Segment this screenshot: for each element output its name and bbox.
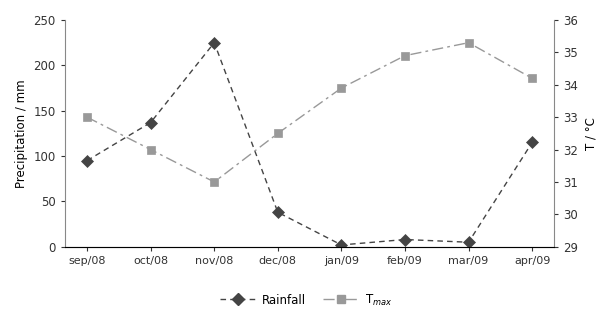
Rainfall bbox=[465, 240, 472, 244]
T$_{max}$ bbox=[274, 132, 282, 135]
T$_{max}$ bbox=[338, 86, 345, 90]
T$_{max}$ bbox=[529, 76, 536, 80]
T$_{max}$ bbox=[147, 148, 154, 151]
T$_{max}$ bbox=[401, 54, 409, 57]
T$_{max}$ bbox=[211, 180, 218, 184]
Rainfall bbox=[338, 243, 345, 247]
T$_{max}$ bbox=[465, 41, 472, 45]
Rainfall bbox=[211, 41, 218, 45]
Y-axis label: Precipitation / mm: Precipitation / mm bbox=[15, 79, 28, 188]
Rainfall bbox=[529, 141, 536, 144]
Legend: Rainfall, T$_{max}$: Rainfall, T$_{max}$ bbox=[215, 288, 397, 312]
Rainfall bbox=[274, 210, 282, 214]
T$_{max}$ bbox=[83, 115, 91, 119]
Rainfall bbox=[401, 238, 409, 241]
Line: T$_{max}$: T$_{max}$ bbox=[83, 38, 536, 186]
Y-axis label: T / °C: T / °C bbox=[584, 117, 597, 150]
Rainfall bbox=[147, 121, 154, 124]
Line: Rainfall: Rainfall bbox=[83, 38, 536, 249]
Rainfall bbox=[83, 159, 91, 163]
